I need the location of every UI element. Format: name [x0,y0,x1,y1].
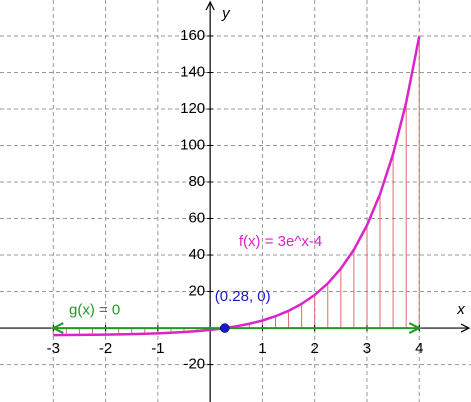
series-label: g(x) = 0 [69,302,120,319]
y-tick-label: 120 [180,100,205,117]
y-tick-label: 60 [188,209,205,226]
y-axis-label: y [221,5,231,22]
x-axis-arrow [460,323,471,333]
y-tick-label: 100 [180,136,205,153]
y-tick-label: 80 [188,173,205,190]
point [220,323,230,333]
y-tick-label: -20 [183,356,205,373]
point-label: (0.28, 0) [215,288,271,305]
x-tick-label: 3 [363,340,371,357]
x-tick-label: -3 [47,340,60,357]
x-tick-label: 1 [258,340,266,357]
x-tick-label: 2 [311,340,319,357]
y-axis-arrow [205,0,215,11]
series-line [53,36,421,337]
arrow-head [51,322,64,334]
arrow-head [408,322,422,334]
x-tick-label: 4 [415,340,423,357]
x-tick-label: -1 [151,340,164,357]
x-axis-label: x [456,301,465,318]
series-label: f(x) = 3e^x-4 [239,233,322,250]
x-tick-label: -2 [99,340,112,357]
y-tick-label: 140 [180,63,205,80]
y-tick-label: 20 [188,283,205,300]
y-tick-label: 160 [180,27,205,44]
y-tick-label: 40 [188,246,205,263]
